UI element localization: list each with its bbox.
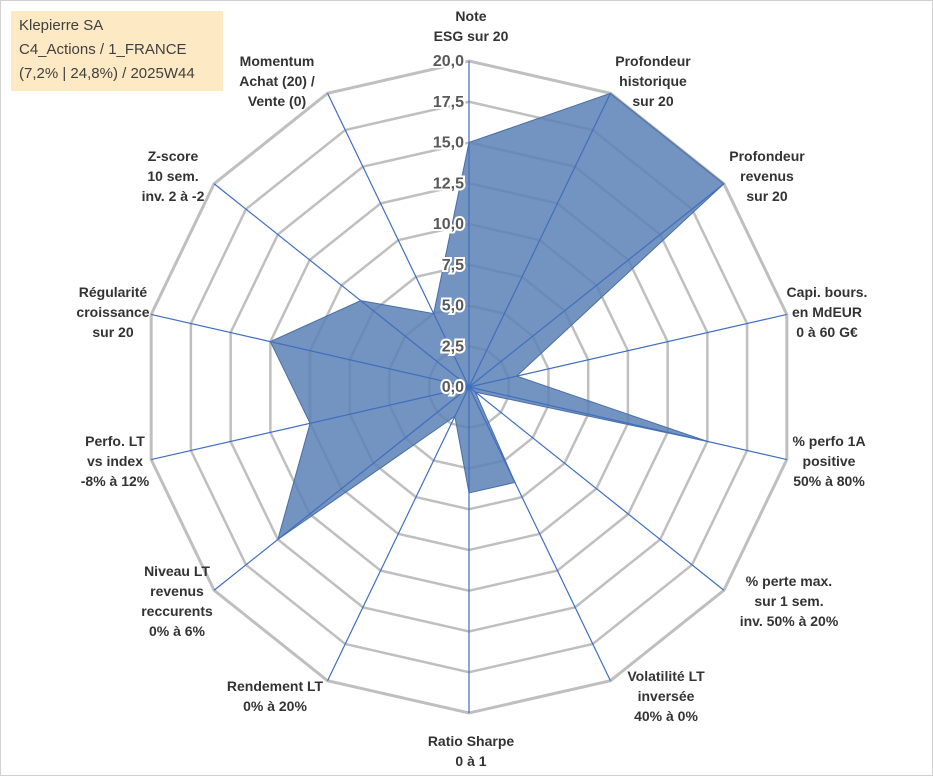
axis-spoke [327,93,470,388]
axis-spoke [468,93,611,388]
axis-label-line: Niveau LT [144,563,210,579]
axis-spoke [213,183,470,388]
tick-label: 0,0 [442,379,464,396]
axis-label-line: Volatilité LT [627,668,705,684]
tick-label: 20,0 [433,53,464,70]
axis-spoke [213,386,470,591]
info-stats: (7,2% | 24,8%) / 2025W44 [19,65,195,82]
axis-label-line: 0% à 6% [148,623,206,639]
axis-label: Régularité croissance sur 20 [76,282,149,342]
axis-label: Profondeur revenus sur 20 [729,146,804,206]
axis-label-line: % perte max. [745,573,833,589]
axis-label: Niveau LT revenus reccurents 0% à 6% [141,561,213,641]
axis-label-line: inv. 2 à -2 [141,188,205,204]
axis-spoke [468,386,787,461]
axis-label-line: Profondeur [615,53,691,69]
tick-label-halo: 15,0 [433,135,464,152]
axis-label-line: croissance [76,304,150,320]
tick-label-halo: 7,5 [442,257,464,274]
tick-label: 12,5 [433,175,464,192]
axis-label-line: -8% à 12% [80,473,150,489]
axis-label-line: revenus [150,583,204,599]
axis-label: Z-score 10 sem. inv. 2 à -2 [142,146,205,206]
axis-label: Perfo. LT vs index -8% à 12% [81,431,149,491]
tick-label-halo: 12,5 [433,175,464,192]
axis-spoke [327,386,470,681]
info-box: Klepierre SA C4_Actions / 1_FRANCE (7,2%… [11,11,223,91]
axis-label-line: 50% à 80% [793,473,865,489]
tick-label: 10,0 [433,216,464,233]
axis-label-line: Achat (20) / [239,73,315,89]
info-category: C4_Actions / 1_FRANCE [19,41,187,58]
axis-label-line: reccurents [141,603,213,619]
axis-label-line: revenus [740,168,794,184]
tick-label-halo: 20,0 [433,53,464,70]
axis-label-line: Perfo. LT [85,433,145,449]
axis-label-line: 0 à 60 G€ [796,324,858,340]
axis-label: Momentum Achat (20) / Vente (0) [239,51,314,111]
axis-label: % perte max. sur 1 sem. inv. 50% à 20% [740,571,839,631]
tick-label: 15,0 [433,135,464,152]
info-company-name: Klepierre SA [19,17,104,34]
axis-label-line: 0 à 1 [455,753,487,769]
axis-label-line: Ratio Sharpe [427,733,515,749]
axis-label-line: sur 1 sem. [754,593,824,609]
tick-label-halo: 2,5 [442,338,464,355]
axis-label: Volatilité LT inversée 40% à 0% [627,666,704,726]
tick-label: 5,0 [442,298,464,315]
axis-label-line: sur 20 [746,188,788,204]
axis-spoke [151,313,470,388]
axis-label-line: en MdEUR [792,304,862,320]
axis-label-line: positive [802,453,856,469]
axis-label: Rendement LT 0% à 20% [227,676,323,716]
tick-label-halo: 10,0 [433,216,464,233]
axis-label: Note ESG sur 20 [434,6,509,46]
axis-label-line: ESG sur 20 [433,28,509,44]
axis-label-line: inversée [637,688,695,704]
tick-label-halo: 0,0 [442,379,464,396]
tick-label: 7,5 [442,257,464,274]
axis-label-line: historique [619,73,687,89]
axis-label-line: Capi. bours. [786,284,868,300]
tick-label: 2,5 [442,338,464,355]
axis-label-line: 40% à 0% [634,708,698,724]
axis-label-line: 10 sem. [147,168,199,184]
tick-label: 17,5 [433,94,464,111]
tick-label-halo: 17,5 [433,94,464,111]
axis-label-line: sur 20 [92,324,134,340]
axis-label-line: sur 20 [632,93,674,109]
tick-label-halo: 5,0 [442,298,464,315]
axis-spoke [468,313,787,388]
axis-label-line: Profondeur [729,148,805,164]
axis-label-line: % perfo 1A [792,433,866,449]
axis-label-line: Rendement LT [226,678,324,694]
axis-label-line: Note [455,8,487,24]
axis-label-line: Momentum [239,53,315,69]
axis-label: Capi. bours. en MdEUR 0 à 60 G€ [787,282,868,342]
axis-spoke [468,386,611,681]
axis-label-line: Z-score [147,148,199,164]
axis-label: % perfo 1A positive 50% à 80% [792,431,865,491]
axis-spoke [468,183,725,388]
axis-label-line: vs index [86,453,144,469]
axis-label-line: Régularité [78,284,148,300]
axis-label-line: Vente (0) [247,93,307,109]
axis-label: Profondeur historique sur 20 [615,51,690,111]
axis-spoke [468,386,725,591]
axis-label-line: 0% à 20% [243,698,307,714]
axis-label-line: inv. 50% à 20% [739,613,839,629]
axis-label: Ratio Sharpe 0 à 1 [428,731,514,771]
